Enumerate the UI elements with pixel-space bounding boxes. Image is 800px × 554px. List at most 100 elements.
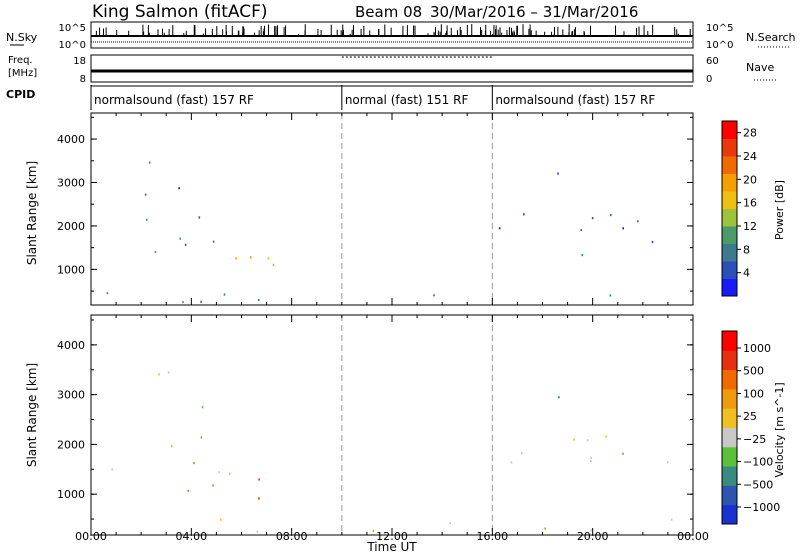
x-tick-label: 08:00: [276, 530, 308, 543]
colorbar-segment: [722, 388, 737, 409]
freq-unit: [MHz]: [8, 68, 37, 79]
colorbar-segment: [722, 208, 737, 227]
colorbar-tick-label: 100: [743, 387, 764, 400]
colorbar-segment: [722, 226, 737, 244]
colorbar-tick-label: 24: [743, 150, 757, 163]
colorbar-tick-label: 20: [743, 173, 757, 186]
echo-point: [184, 243, 187, 246]
colorbar-segment: [722, 504, 737, 525]
nsearch-label: N.Search: [746, 31, 796, 44]
power-ylabel: Slant Range [km]: [25, 161, 39, 265]
colorbar-segment: [722, 350, 737, 371]
nave-tick-low: 0: [706, 74, 712, 85]
echo-point: [106, 292, 109, 295]
colorbar-segment: [722, 331, 737, 351]
echo-point: [622, 227, 624, 230]
cpid-label: CPID: [6, 88, 35, 101]
x-tick-label: 04:00: [175, 530, 207, 543]
colorbar-segment: [722, 466, 737, 486]
colorbar-tick-label: 12: [743, 220, 757, 233]
echo-point: [111, 468, 114, 471]
echo-point: [158, 373, 160, 376]
station-title: King Salmon (fitACF): [92, 2, 268, 22]
velocity-ylabel: Slant Range [km]: [25, 363, 39, 467]
colorbar-tick-label: −1000: [743, 501, 780, 514]
echo-point: [187, 489, 190, 492]
echo-point: [651, 240, 654, 244]
echo-point: [167, 371, 170, 374]
colorbar-tick-label: 8: [743, 243, 750, 256]
echo-point: [590, 529, 592, 532]
colorbar-segment: [722, 369, 737, 390]
x-tick-labels: 00:00 04:00 08:00 12:00 16:00 20:00 00:00: [75, 530, 709, 543]
echo-point: [670, 518, 673, 521]
colorbar-tick-label: 500: [743, 365, 764, 378]
colorbar-segment: [722, 173, 737, 192]
colorbar-label: Power [dB]: [773, 180, 786, 240]
echo-point: [154, 250, 157, 254]
x-axis-label: Time UT: [366, 540, 417, 554]
y-tick-label: 1000: [57, 263, 85, 276]
echo-point: [193, 461, 195, 465]
echo-point: [637, 220, 639, 223]
echo-point: [249, 256, 252, 259]
echo-point: [212, 484, 214, 487]
colorbar-tick-label: −25: [743, 433, 766, 446]
colorbar-tick-label: 25: [743, 410, 757, 423]
colorbar-segment: [722, 408, 737, 428]
freq-tick-low: 8: [80, 74, 86, 85]
echo-point: [200, 436, 203, 439]
colorbar-segment: [722, 278, 737, 297]
echo-point: [498, 227, 501, 230]
echo-point: [212, 240, 215, 243]
echo-point: [580, 228, 582, 232]
colorbar-segment: [722, 156, 737, 174]
echo-point: [257, 298, 260, 302]
echo-point: [605, 435, 607, 438]
echo-point: [609, 294, 612, 297]
x-tick-label: 16:00: [476, 530, 508, 543]
echo-point: [591, 216, 594, 220]
beam-label: Beam 08: [355, 3, 422, 21]
nave-tick-high: 60: [706, 56, 719, 67]
echo-point: [581, 253, 584, 257]
colorbar-tick-label: −100: [743, 456, 773, 469]
echo-point: [258, 497, 260, 500]
echo-point: [170, 444, 173, 447]
nave-label: Nave: [746, 61, 774, 74]
y-tick-label: 3000: [57, 389, 85, 402]
x-tick-label: 12:00: [376, 530, 408, 543]
power-colorbar: 4 8 12 16 20 24 28 Power [dB]: [721, 120, 786, 297]
nsky-label: N.Sky: [6, 31, 38, 44]
echo-point: [544, 527, 546, 530]
echo-point: [179, 237, 181, 240]
echo-point: [558, 396, 560, 399]
echo-point: [433, 294, 435, 297]
echo-point: [228, 472, 231, 475]
colorbar-tick-label: 4: [743, 267, 750, 280]
echo-point: [610, 213, 612, 217]
cpid-segment-label: normalsound (fast) 157 RF: [94, 93, 254, 107]
velocity-colorbar: 1000 500 100 25 −25 −100 −500 −1000 Velocity [m …: [721, 330, 786, 525]
y-tick-label: 1000: [57, 488, 85, 501]
echo-point: [267, 257, 270, 260]
nsearch-tick-low: 10^0: [706, 40, 733, 51]
echo-point: [586, 439, 589, 442]
echo-point: [622, 452, 624, 455]
y-tick-label: 3000: [57, 177, 85, 190]
echo-point: [272, 263, 275, 266]
colorbar-segment: [722, 138, 737, 157]
echo-point: [510, 461, 513, 464]
cpid-segment-label: normalsound (fast) 157 RF: [495, 93, 655, 107]
echo-point: [449, 521, 452, 525]
echo-point: [256, 530, 259, 533]
echo-point: [182, 300, 184, 304]
echo-point: [145, 218, 148, 221]
colorbar-segment: [722, 261, 737, 279]
echo-point: [590, 456, 593, 459]
echo-point: [258, 478, 260, 481]
colorbar-segment: [722, 446, 737, 467]
strip-marks: [91, 24, 693, 73]
colorbar-tick-label: 28: [743, 127, 757, 140]
date-range: 30/Mar/2016 – 31/Mar/2016: [430, 3, 638, 21]
